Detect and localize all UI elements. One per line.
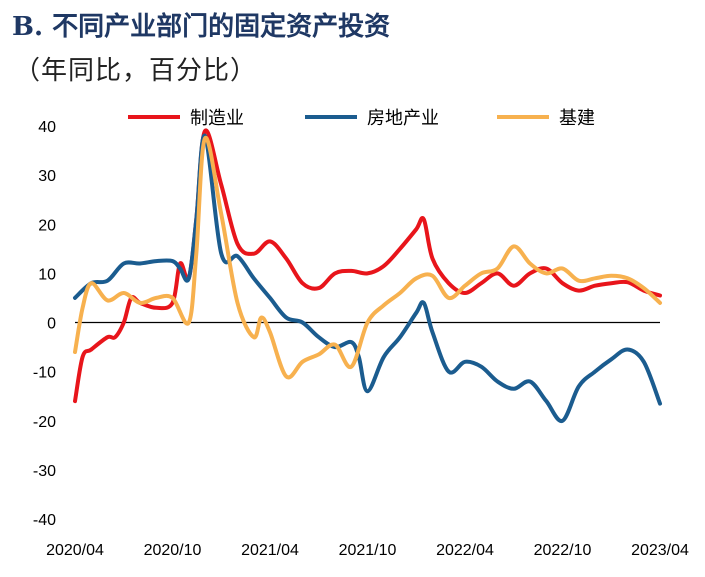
y-tick-label: -10 [33,365,56,382]
chart-subtitle: （年同比，百分比） [14,56,258,86]
y-tick-label: 0 [47,316,56,333]
y-tick-label: 30 [38,168,56,185]
y-axis: 40 30 20 10 0 -10 -20 -30 -40 [33,119,56,529]
y-tick-label: 20 [38,217,56,234]
chart-title: B. 不同产业部门的固定资产投资 [12,6,390,43]
legend: 制造业 房地产业 基建 [128,108,595,129]
series-lines [73,128,662,423]
x-tick-label: 2022/10 [534,542,592,559]
chart-title-prefix: B. [12,12,44,42]
x-tick-label: 2021/10 [339,542,397,559]
legend-label: 基建 [559,108,595,129]
y-tick-label: -30 [33,463,56,480]
x-tick-label: 2023/04 [631,542,689,559]
series-line-2 [73,136,662,380]
y-tick-label: 10 [38,266,56,283]
legend-label: 房地产业 [367,108,439,129]
y-tick-label: 40 [38,119,56,136]
y-tick-label: -40 [33,512,56,529]
x-tick-label: 2022/04 [436,542,494,559]
x-tick-label: 2020/10 [144,542,202,559]
x-axis: 2020/04 2020/10 2021/04 2021/10 2022/04 2022/… [46,542,689,559]
chart-title-text: 不同产业部门的固定资产投资 [52,12,391,42]
x-tick-label: 2021/04 [241,542,299,559]
y-tick-label: -20 [33,414,56,431]
legend-label: 制造业 [190,108,244,129]
series-line-0 [73,128,662,404]
x-tick-label: 2020/04 [46,542,104,559]
